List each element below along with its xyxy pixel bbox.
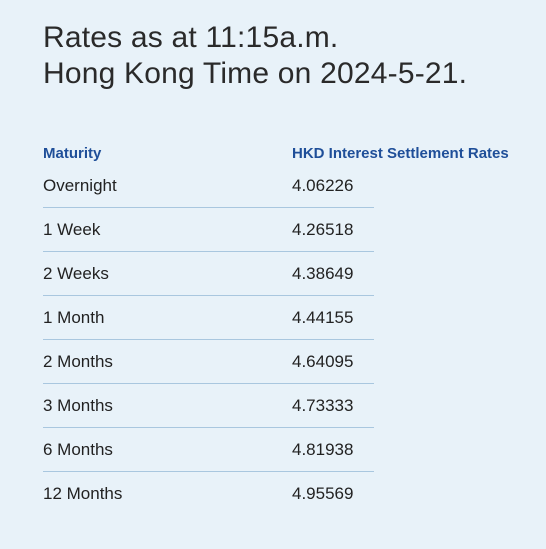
maturity-cell: 1 Month bbox=[43, 308, 105, 327]
rate-cell: 4.26518 bbox=[292, 220, 354, 239]
row-divider bbox=[43, 383, 374, 384]
table-row: 6 Months 4.81938 bbox=[43, 428, 533, 472]
maturity-cell: 1 Week bbox=[43, 220, 101, 239]
rate-cell: 4.06226 bbox=[292, 176, 354, 195]
row-divider bbox=[43, 251, 374, 252]
row-divider bbox=[43, 295, 374, 296]
row-divider bbox=[43, 207, 374, 208]
page-title: Rates as at 11:15a.m. Hong Kong Time on … bbox=[43, 20, 467, 92]
table-row: 2 Weeks 4.38649 bbox=[43, 252, 533, 296]
rate-cell: 4.73333 bbox=[292, 396, 354, 415]
rates-table: Maturity HKD Interest Settlement Rates O… bbox=[43, 142, 533, 516]
table-row: 1 Month 4.44155 bbox=[43, 296, 533, 340]
title-line-2: Hong Kong Time on 2024-5-21. bbox=[43, 57, 468, 90]
maturity-cell: 12 Months bbox=[43, 484, 123, 503]
row-divider bbox=[43, 427, 374, 428]
table-row: 3 Months 4.73333 bbox=[43, 384, 533, 428]
table-row: 2 Months 4.64095 bbox=[43, 340, 533, 384]
maturity-cell: 6 Months bbox=[43, 440, 113, 459]
maturity-cell: 2 Weeks bbox=[43, 264, 109, 283]
rate-cell: 4.81938 bbox=[292, 440, 354, 459]
maturity-cell: 2 Months bbox=[43, 352, 113, 371]
row-divider bbox=[43, 471, 374, 472]
title-line-1: Rates as at 11:15a.m. bbox=[43, 21, 339, 54]
row-divider bbox=[43, 339, 374, 340]
table-row: 12 Months 4.95569 bbox=[43, 472, 533, 516]
rate-cell: 4.44155 bbox=[292, 308, 354, 327]
maturity-cell: 3 Months bbox=[43, 396, 113, 415]
header-rate: HKD Interest Settlement Rates bbox=[292, 144, 509, 162]
rate-cell: 4.64095 bbox=[292, 352, 354, 371]
rate-cell: 4.95569 bbox=[292, 484, 354, 503]
header-maturity: Maturity bbox=[43, 144, 102, 162]
table-row: 1 Week 4.26518 bbox=[43, 208, 533, 252]
maturity-cell: Overnight bbox=[43, 176, 117, 195]
table-header: Maturity HKD Interest Settlement Rates bbox=[43, 142, 533, 164]
table-row: Overnight 4.06226 bbox=[43, 164, 533, 208]
rate-cell: 4.38649 bbox=[292, 264, 354, 283]
